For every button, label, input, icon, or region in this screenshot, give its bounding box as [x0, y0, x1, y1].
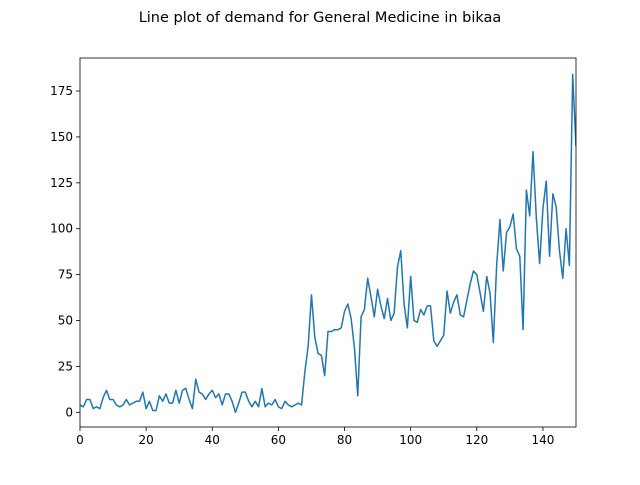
- y-tick-label: 125: [50, 176, 73, 190]
- x-tick-label: 20: [138, 433, 153, 447]
- series-line-0: [80, 73, 576, 414]
- chart-title: Line plot of demand for General Medicine…: [139, 10, 502, 26]
- x-tick-label: 40: [205, 433, 220, 447]
- x-tick-label: 60: [271, 433, 286, 447]
- y-tick-label: 100: [50, 222, 73, 236]
- y-tick-label: 175: [50, 84, 73, 98]
- x-tick-label: 100: [399, 433, 422, 447]
- plot-area: 0 20 40 60 80 100 120 140 0 25 50 75 100 125 150 175: [50, 57, 577, 447]
- x-tick-label: 140: [531, 433, 554, 447]
- y-tick-label: 50: [58, 314, 73, 328]
- y-tick-label: 75: [58, 268, 73, 282]
- x-tick-label: 80: [337, 433, 352, 447]
- y-tick-label: 25: [58, 359, 73, 373]
- x-tick-label: 0: [76, 433, 84, 447]
- y-tick-label: 0: [65, 405, 73, 419]
- x-tick-label: 120: [465, 433, 488, 447]
- plot-frame: [79, 57, 577, 428]
- y-tick-label: 150: [50, 130, 73, 144]
